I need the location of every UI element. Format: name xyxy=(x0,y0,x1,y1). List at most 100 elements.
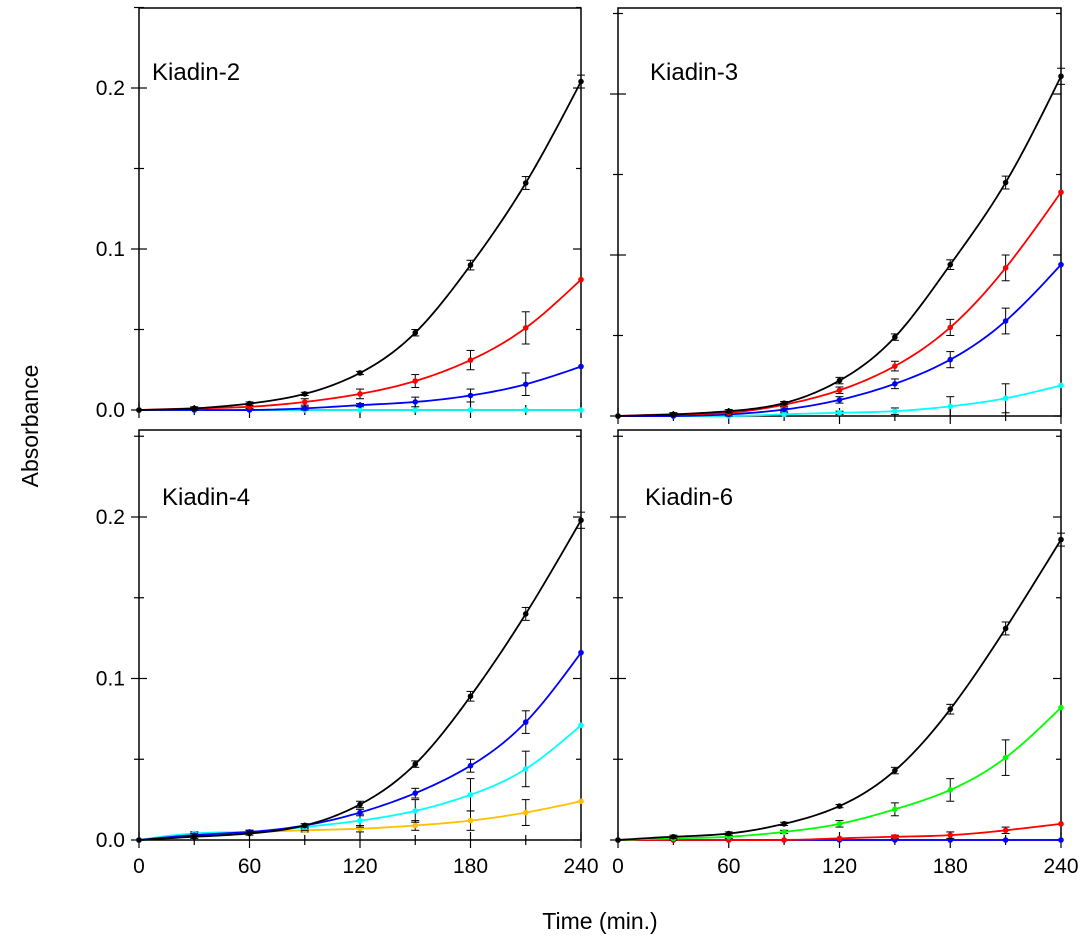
data-point xyxy=(412,329,419,336)
x-tick-label: 240 xyxy=(563,855,598,878)
data-point xyxy=(892,833,898,840)
x-tick-label: 0 xyxy=(133,855,145,878)
data-point xyxy=(136,837,142,843)
panel-title: Kiadin-4 xyxy=(162,484,250,511)
data-point xyxy=(357,391,363,397)
data-point xyxy=(357,370,363,376)
data-point xyxy=(522,180,529,186)
data-point xyxy=(246,400,253,407)
data-point xyxy=(947,356,954,363)
y-tick-label: 0.0 xyxy=(96,829,125,852)
series-line xyxy=(617,539,1062,841)
panel-4: 0 60 120 180 240 Kiadin-6 xyxy=(610,429,1079,878)
x-tick-label: 180 xyxy=(933,855,968,878)
data-point xyxy=(670,833,677,840)
data-point xyxy=(467,392,474,399)
data-point xyxy=(1002,179,1009,186)
x-tick-label: 60 xyxy=(717,855,740,878)
x-tick-label: 180 xyxy=(453,855,488,878)
y-axis-title: Absorbance xyxy=(17,365,43,488)
data-point xyxy=(1058,189,1064,196)
data-point xyxy=(522,325,529,331)
data-point xyxy=(1058,382,1064,389)
data-point xyxy=(836,377,843,384)
series-line xyxy=(138,519,582,841)
data-point xyxy=(301,405,308,412)
data-point xyxy=(522,611,529,617)
x-tick-label: 0 xyxy=(612,855,624,878)
data-point xyxy=(522,719,529,725)
data-point xyxy=(1058,821,1064,827)
data-point xyxy=(578,649,584,656)
data-point xyxy=(836,803,843,809)
data-point xyxy=(947,706,954,712)
data-point xyxy=(412,399,419,405)
data-point xyxy=(836,821,843,827)
data-point xyxy=(412,822,419,829)
data-point xyxy=(947,832,954,838)
data-point xyxy=(836,387,843,394)
data-point xyxy=(522,381,529,388)
data-point xyxy=(467,693,474,700)
data-point xyxy=(357,402,363,408)
y-tick-label: 0.2 xyxy=(96,506,125,529)
data-point xyxy=(467,407,474,413)
panel-2: Kiadin-3 xyxy=(610,7,1065,424)
data-point xyxy=(191,405,198,412)
data-point xyxy=(467,357,474,363)
data-point xyxy=(357,809,363,816)
panel-title: Kiadin-2 xyxy=(152,59,240,86)
x-tick-label: 60 xyxy=(238,855,261,878)
series-line xyxy=(138,81,582,411)
data-point xyxy=(781,400,787,406)
data-point xyxy=(725,830,732,837)
panel-title: Kiadin-3 xyxy=(650,59,738,86)
data-point xyxy=(467,817,474,824)
data-point xyxy=(892,363,898,369)
data-point xyxy=(578,517,584,524)
data-point xyxy=(467,262,474,268)
data-point xyxy=(578,798,584,805)
x-tick-label: 120 xyxy=(342,855,377,878)
data-point xyxy=(947,787,954,793)
data-point xyxy=(836,397,843,403)
x-axis-title: Time (min.) xyxy=(542,908,657,934)
y-tick-label: 0.2 xyxy=(96,77,125,100)
data-point xyxy=(412,378,419,384)
data-point xyxy=(522,766,529,772)
data-point xyxy=(892,334,898,340)
data-point xyxy=(1002,754,1009,761)
data-point xyxy=(522,809,529,816)
data-point xyxy=(1058,536,1064,543)
x-tick-label: 120 xyxy=(822,855,857,878)
data-point xyxy=(781,829,787,835)
data-point xyxy=(578,407,584,413)
data-point xyxy=(578,276,584,283)
data-point xyxy=(301,399,308,405)
data-point xyxy=(781,837,787,843)
data-point xyxy=(892,408,898,414)
data-point xyxy=(1002,265,1009,271)
data-point xyxy=(1058,837,1064,843)
data-point xyxy=(522,407,529,413)
data-point xyxy=(1002,625,1009,632)
data-point xyxy=(781,821,787,827)
panel-1: 0.0 0.1 0.2 Kiadin-2 xyxy=(96,6,585,422)
data-point xyxy=(412,790,419,796)
panels: 0.0 0.1 0.2 Kiadin-2 Kiadin-3 0.0 0.1 0.2 0 60 120… xyxy=(96,6,1079,878)
data-point xyxy=(947,324,954,331)
x-tick-label: 240 xyxy=(1043,855,1078,878)
data-point xyxy=(301,822,308,829)
data-point xyxy=(892,381,898,387)
y-tick-label: 0.0 xyxy=(96,399,125,422)
data-point xyxy=(947,403,954,410)
data-point xyxy=(1002,318,1009,324)
data-point xyxy=(246,830,253,837)
y-tick-label: 0.1 xyxy=(96,668,125,691)
data-point xyxy=(467,791,474,798)
data-point xyxy=(836,835,843,842)
data-point xyxy=(1058,73,1064,80)
data-point xyxy=(578,363,584,370)
panel-3: 0.0 0.1 0.2 0 60 120 180 240 Kiadin-4 xyxy=(96,429,599,878)
